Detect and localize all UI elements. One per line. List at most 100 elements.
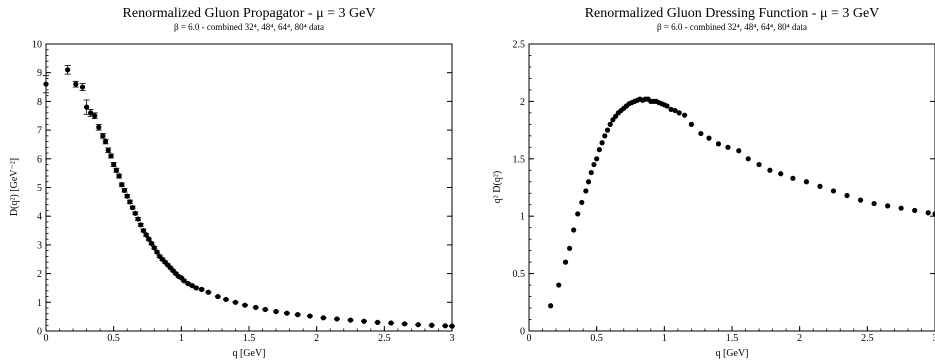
chart-left-data-point [138, 222, 144, 228]
chart-left-data-point [273, 308, 279, 315]
chart-left-y-tick-label: 6 [37, 154, 42, 165]
chart-left-data-point [429, 322, 435, 328]
chart-left-x-tick-label: 0 [44, 333, 49, 344]
chart-left-data-point [215, 293, 221, 300]
chart-left-data-point [307, 313, 313, 319]
chart-left-data-point [146, 236, 152, 242]
chart-left-data-point [43, 81, 49, 87]
chart-right-data-point [688, 121, 695, 127]
chart-left-data-point [84, 104, 90, 110]
chart-right-data-point [567, 245, 573, 251]
chart-left-y-tick-label: 3 [37, 240, 42, 251]
chart-left-data-point [130, 204, 136, 211]
chart-right-x-tick-label: 0.5 [590, 333, 603, 344]
chart-left-data-point [88, 110, 94, 116]
chart-right-data-point [844, 192, 850, 199]
chart-left-data-point [108, 153, 114, 159]
chart-left-data-point [374, 319, 381, 325]
chart-right-x-tick-label: 2 [797, 333, 802, 344]
chart-right-data-point [604, 127, 611, 133]
chart-right-data-point [857, 197, 864, 203]
chart-right-data-point [588, 169, 594, 176]
chart-left-data-point [253, 304, 259, 311]
chart-right-data-point [830, 188, 837, 194]
chart-left-y-tick-label: 9 [37, 68, 42, 79]
chart-left-data-point [127, 199, 133, 205]
chart-right-data-point [698, 130, 704, 137]
chart-left-subtitle: β = 6.0 - combined 32⁴, 48⁴, 64⁴, 80⁴ da… [174, 22, 324, 32]
chart-left-data-point [135, 216, 141, 222]
chart-right-data-point [599, 140, 605, 146]
chart-left-x-axis-label: q [GeV] [232, 348, 265, 359]
chart-right-plot-frame [528, 43, 935, 332]
chart-right: Renormalized Gluon Dressing Function - μ… [492, 6, 935, 359]
chart-right-data-point [664, 103, 670, 109]
chart-left-y-tick-label: 10 [32, 40, 42, 51]
chart-right-title: Renormalized Gluon Dressing Function - μ… [585, 6, 880, 21]
chart-right-data-point [715, 141, 722, 147]
chart-left-plot-frame [45, 43, 453, 332]
chart-right-subtitle: β = 6.0 - combined 32⁴, 48⁴, 64⁴, 80⁴ da… [657, 22, 807, 32]
chart-left-y-tick-label: 7 [37, 126, 42, 137]
chart-left-data-point [116, 173, 122, 179]
chart-right-data-point [672, 107, 678, 114]
chart-left-data-point [79, 84, 86, 90]
chart-right-data-point [871, 200, 877, 207]
chart-left-data-point [415, 322, 421, 328]
chart-left-data-point [92, 113, 98, 119]
chart-left-data-point [388, 320, 394, 326]
chart-left-title: Renormalized Gluon Propagator - μ = 3 Ge… [123, 6, 376, 21]
chart-left-data-point [143, 232, 149, 238]
chart-right-y-tick-label: 1.5 [513, 154, 526, 165]
chart-left-data-point [262, 306, 268, 313]
chart-right-y-tick-label: 0 [520, 327, 525, 338]
chart-left-data-point [140, 227, 147, 234]
chart-right-x-tick-label: 0 [527, 333, 532, 344]
chart-left-y-tick-label: 4 [37, 212, 42, 223]
chart-right-data-point [571, 227, 577, 233]
chart-right-data-point [898, 205, 904, 211]
chart-right-x-tick-label: 1 [662, 333, 667, 344]
chart-left-data-point [199, 286, 205, 292]
chart-left-data-point [295, 312, 301, 318]
chart-right-data-point [562, 259, 569, 265]
chart-right-data-point [591, 161, 597, 168]
chart-right-data-point [676, 110, 682, 116]
chart-right-data-point [575, 211, 581, 217]
chart-left-data-point [73, 81, 79, 87]
chart-left-data-point [113, 167, 119, 173]
chart-left-data-point [442, 323, 448, 329]
chart-right-x-tick-label: 3 [933, 333, 935, 344]
chart-right-data-point [790, 175, 796, 181]
chart-left-data-point [105, 147, 111, 153]
chart-left-y-axis-label: D(q²) [GeV⁻²] [9, 158, 20, 216]
chart-right-data-point [756, 161, 762, 168]
chart-right-data-point [885, 203, 891, 209]
chart-left: Renormalized Gluon Propagator - μ = 3 Ge… [9, 6, 455, 359]
chart-left-data-point [284, 310, 290, 316]
chart-left-data-point [65, 67, 71, 73]
chart-left-data-point [121, 187, 128, 193]
chart-left-data-point [347, 317, 354, 323]
chart-left-data-point [132, 210, 138, 216]
chart-right-data-point [803, 179, 810, 185]
chart-right-data-point [817, 183, 823, 189]
chart-right-y-tick-label: 0.5 [513, 269, 526, 280]
chart-left-data-point [334, 316, 340, 322]
chart-right-data-point [556, 282, 562, 288]
chart-right-data-point [596, 147, 602, 153]
chart-left-data-point [320, 315, 327, 321]
chart-left-x-tick-label: 1.5 [243, 333, 256, 344]
chart-left-data-point [119, 182, 125, 188]
chart-left-y-tick-label: 0 [37, 327, 42, 338]
chart-right-data-point [778, 171, 784, 177]
chart-left-y-tick-label: 8 [37, 97, 42, 108]
chart-left-data-point [402, 321, 408, 327]
chart-right-data-point [736, 148, 742, 154]
chart-right-x-tick-label: 1.5 [726, 333, 739, 344]
chart-right-data-point [668, 106, 674, 113]
chart-left-data-point [232, 299, 239, 305]
chart-left-data-point [100, 133, 106, 139]
chart-right-data-point [725, 144, 731, 150]
